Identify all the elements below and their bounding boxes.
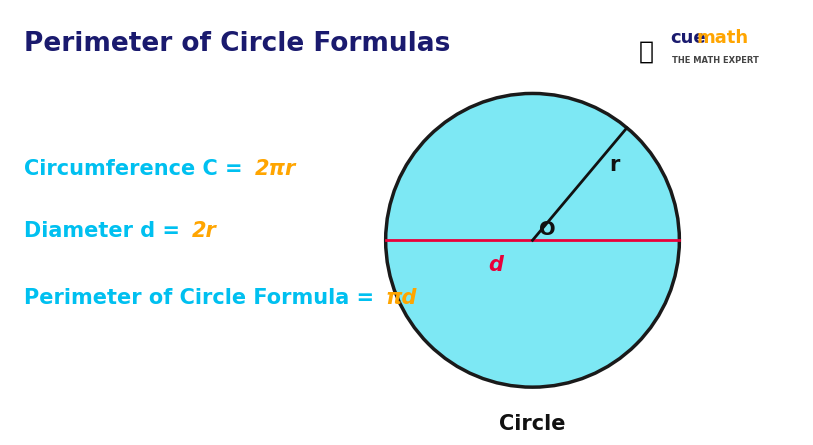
Text: Circle: Circle: [499, 414, 566, 434]
Text: Circumference C =: Circumference C =: [24, 159, 250, 179]
Text: 🚀: 🚀: [639, 40, 654, 64]
Text: d: d: [489, 255, 503, 275]
Ellipse shape: [385, 93, 680, 387]
Text: 2r: 2r: [192, 222, 216, 241]
Text: cue: cue: [671, 29, 706, 47]
Text: math: math: [697, 29, 749, 47]
Text: O: O: [539, 220, 555, 239]
Text: Diameter d =: Diameter d =: [24, 222, 188, 241]
Text: r: r: [609, 155, 620, 175]
Text: 2πr: 2πr: [254, 159, 296, 179]
Text: THE MATH EXPERT: THE MATH EXPERT: [672, 56, 759, 65]
Text: Perimeter of Circle Formula =: Perimeter of Circle Formula =: [24, 288, 382, 308]
Text: πd: πd: [386, 288, 417, 308]
Text: Perimeter of Circle Formulas: Perimeter of Circle Formulas: [24, 31, 450, 57]
